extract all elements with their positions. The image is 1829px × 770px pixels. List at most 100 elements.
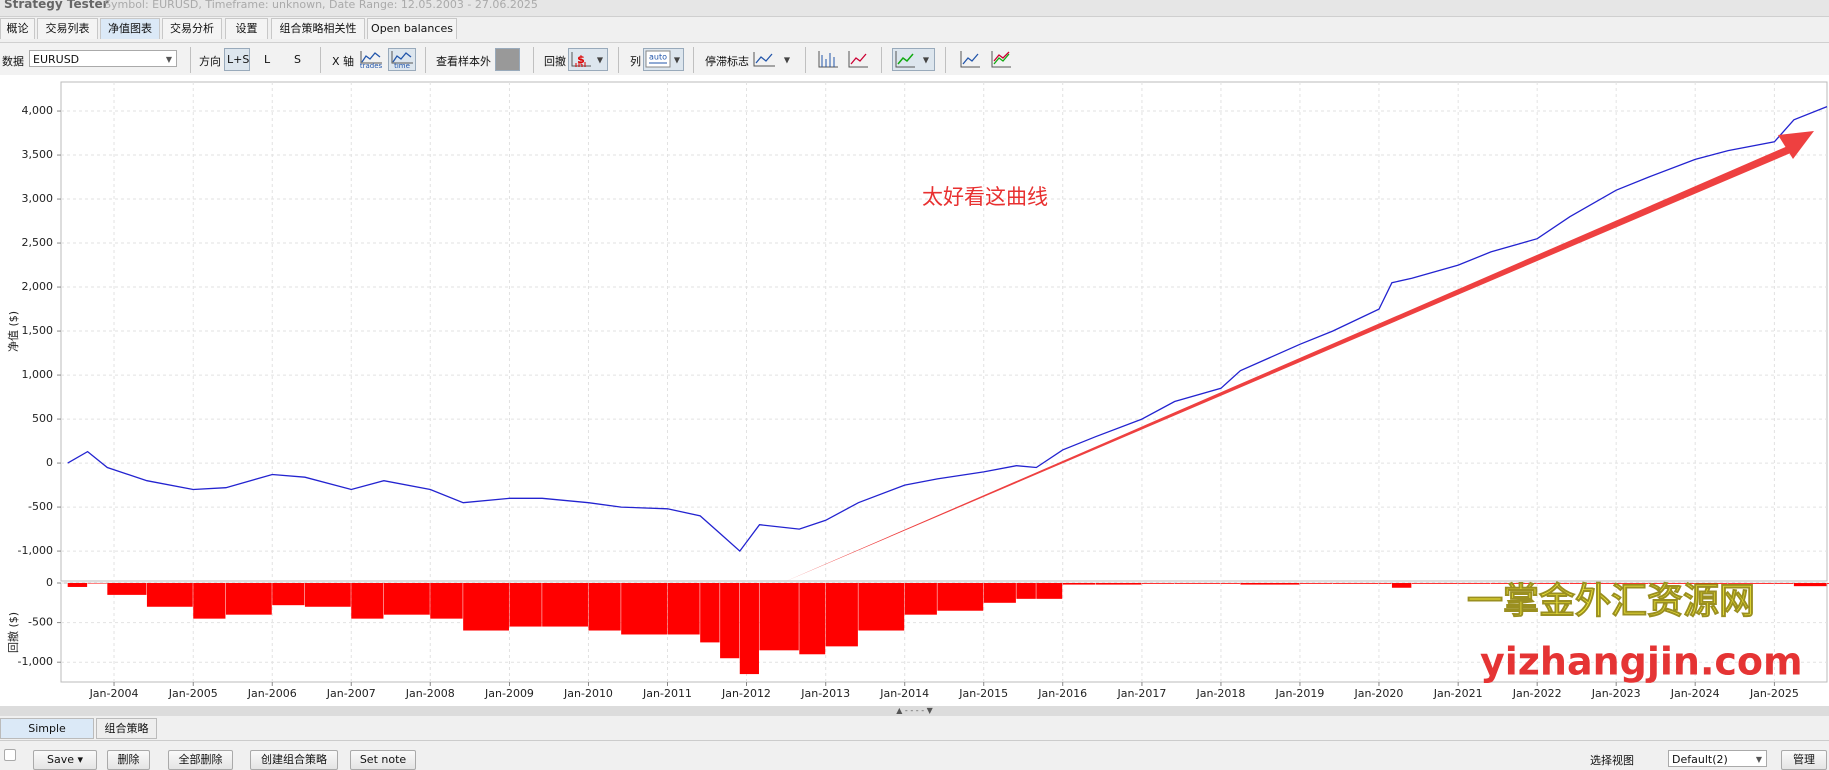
chart-button[interactable] bbox=[845, 48, 871, 71]
drawdown-bar bbox=[1695, 583, 1728, 584]
checkbox[interactable] bbox=[4, 749, 16, 761]
create-portfolio-button[interactable]: 创建组合策略 bbox=[250, 750, 338, 770]
decoration bbox=[993, 53, 1010, 65]
annotation: 太好看这曲线 bbox=[922, 185, 1048, 209]
separator bbox=[533, 47, 534, 73]
drawdown-bar bbox=[1141, 583, 1175, 584]
chart-button[interactable]: ▼ bbox=[892, 48, 935, 71]
drawdown-bar bbox=[430, 583, 463, 619]
chart-button[interactable] bbox=[988, 48, 1014, 71]
x-tick-label: Jan-2009 bbox=[484, 687, 534, 700]
drawdown-bar bbox=[799, 583, 826, 655]
drawdown-bar bbox=[1616, 583, 1649, 584]
tab[interactable]: 组合策略相关性 bbox=[271, 18, 365, 39]
x-tick-label: Jan-2019 bbox=[1274, 687, 1324, 700]
drawdown-bar bbox=[1569, 583, 1616, 584]
drawdown-bar bbox=[509, 583, 542, 627]
drawdown-bar bbox=[1458, 583, 1491, 584]
drawdown-bar bbox=[67, 583, 88, 587]
drawdown-bar bbox=[351, 583, 384, 619]
button-row: Save ▾ 删除 全部删除 创建组合策略 Set note 选择视图 Defa… bbox=[0, 740, 1829, 770]
drawdown-bar bbox=[983, 583, 1016, 603]
bottom-tab[interactable]: 组合策略 bbox=[96, 718, 157, 739]
equity-chart: -1,000 -500 0 500 1,000 1,500 2,000 2,500 3,000 3… bbox=[0, 75, 1829, 706]
decoration bbox=[755, 53, 773, 64]
decoration bbox=[850, 53, 867, 65]
label: 停滞标志 bbox=[705, 55, 749, 68]
tab[interactable]: 交易列表 bbox=[37, 18, 98, 39]
manage-button[interactable]: 管理 bbox=[1781, 750, 1827, 770]
drawdown-bar bbox=[1036, 583, 1063, 599]
x-tick-label: Jan-2025 bbox=[1749, 687, 1799, 700]
decoration bbox=[895, 51, 915, 68]
direction-button[interactable]: S bbox=[294, 53, 301, 66]
drawdown-bar bbox=[759, 583, 799, 651]
splitter[interactable]: ▲ - - - - ▼ bbox=[0, 706, 1829, 716]
separator bbox=[190, 47, 191, 73]
drawdown-bar bbox=[700, 583, 720, 643]
toolbar: 数据 EURUSD 方向 L+S L S X 轴 trades time 查看样… bbox=[0, 42, 1829, 77]
x-tick-label: Jan-2004 bbox=[89, 687, 139, 700]
tab[interactable]: 设置 bbox=[225, 18, 268, 39]
tab[interactable]: 概论 bbox=[0, 18, 35, 39]
delete-button[interactable]: 删除 bbox=[107, 750, 150, 770]
drawdown-bar bbox=[146, 583, 193, 607]
columns-button[interactable]: auto ▼ bbox=[643, 48, 684, 71]
separator bbox=[881, 47, 882, 73]
drawdown-bar bbox=[1827, 583, 1829, 584]
save-button[interactable]: Save ▾ bbox=[33, 750, 97, 770]
x-tick-label: Jan-2008 bbox=[405, 687, 455, 700]
chart-button[interactable] bbox=[815, 48, 841, 71]
x-tick-label: Jan-2005 bbox=[168, 687, 218, 700]
drawdown-bar bbox=[1648, 583, 1695, 584]
view-select[interactable]: Default(2) bbox=[1668, 750, 1767, 768]
drawdown-bar bbox=[588, 583, 621, 631]
drawdown-bar bbox=[1240, 583, 1300, 585]
drawdown-button[interactable]: $ ▼ bbox=[568, 48, 608, 71]
separator bbox=[425, 47, 426, 73]
delete-all-button[interactable]: 全部删除 bbox=[168, 750, 233, 770]
set-note-button[interactable]: Set note bbox=[350, 750, 416, 770]
decoration bbox=[360, 51, 382, 64]
label: 选择视图 bbox=[1590, 754, 1634, 767]
y-tick-label: 3,000 bbox=[22, 192, 54, 205]
decoration bbox=[392, 52, 412, 63]
icon: ▼ bbox=[753, 52, 791, 67]
xaxis-trades-button[interactable]: trades bbox=[357, 48, 385, 71]
drawdown-bar bbox=[272, 583, 305, 606]
oos-button[interactable] bbox=[495, 48, 520, 71]
y-tick-label: 3,500 bbox=[22, 148, 54, 161]
symbol-select[interactable]: EURUSD bbox=[29, 50, 177, 68]
drawdown-bar bbox=[1016, 583, 1036, 599]
x-tick-label: Jan-2022 bbox=[1512, 687, 1562, 700]
decoration: ▼ bbox=[597, 56, 604, 65]
direction-button[interactable]: L+S bbox=[224, 48, 250, 71]
window-title: Strategy Tester bbox=[4, 0, 109, 11]
y-tick-label: 2,500 bbox=[22, 236, 54, 249]
xaxis-time-button[interactable]: time bbox=[388, 48, 416, 71]
icon-text: time bbox=[394, 62, 410, 70]
direction-button[interactable]: L bbox=[264, 53, 271, 66]
y-tick-label: 0 bbox=[46, 576, 53, 589]
tab[interactable]: Open balances bbox=[367, 18, 457, 39]
drawdown-bar bbox=[1062, 583, 1096, 585]
tab[interactable]: 净值图表 bbox=[100, 18, 160, 39]
y-axis-label: 净值 ($) bbox=[6, 311, 20, 352]
button-text: Save bbox=[46, 753, 74, 766]
decoration: ▼ bbox=[784, 56, 791, 65]
x-tick-label: Jan-2011 bbox=[642, 687, 692, 700]
separator bbox=[693, 47, 694, 73]
drawdown-bar bbox=[1332, 583, 1379, 584]
y-tick-label: 0 bbox=[46, 456, 53, 469]
drawdown-bar bbox=[1174, 583, 1221, 584]
tab[interactable]: 交易分析 bbox=[162, 18, 222, 39]
drawdown-bar bbox=[904, 583, 937, 615]
chart-button[interactable] bbox=[957, 48, 983, 71]
title-bar: Strategy Tester Symbol: EURUSD, Timefram… bbox=[0, 0, 1829, 17]
bottom-tab[interactable]: Simple strategies bbox=[0, 718, 94, 754]
watermark: yizhangjin.com bbox=[1480, 640, 1803, 684]
stagnation-button[interactable]: ▼ bbox=[750, 48, 795, 71]
x-tick-label: Jan-2006 bbox=[247, 687, 297, 700]
drawdown-bar bbox=[87, 583, 107, 584]
